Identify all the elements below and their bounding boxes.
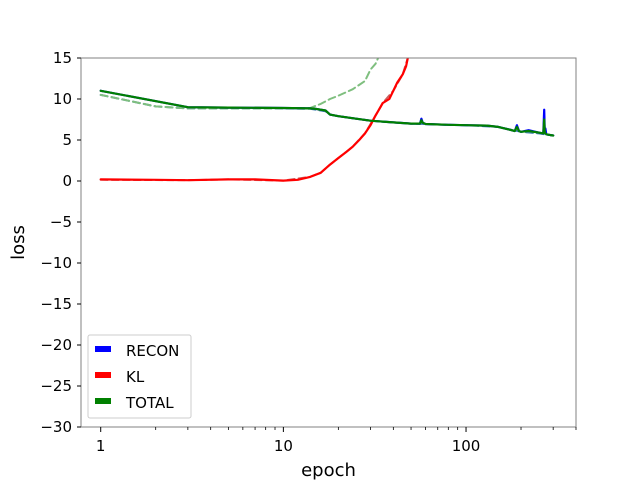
x-tick-label: 1 — [96, 437, 106, 455]
legend-label-kl: KL — [126, 368, 145, 386]
ticks-layer: 15 10 5 0 −5 −10 −15 −20 −25 −30 1 10 100 — [40, 49, 577, 455]
y-tick-label: 15 — [53, 49, 72, 67]
legend-swatch-recon — [95, 346, 111, 352]
series-line-dashed-5 — [99, 58, 380, 110]
y-tick-label: −25 — [40, 377, 72, 395]
plot-frame — [80, 57, 577, 428]
legend-swatch-kl — [95, 372, 111, 378]
legend-label-recon: RECON — [126, 342, 179, 360]
y-tick-label: 5 — [62, 131, 72, 149]
x-tick-label: 100 — [452, 437, 481, 455]
series-line-kl — [99, 58, 409, 182]
legend: RECON KL TOTAL — [87, 334, 192, 419]
series-line-total — [99, 89, 555, 137]
series-layer — [99, 58, 555, 182]
y-tick-label: −15 — [40, 295, 72, 313]
y-tick-label: 0 — [62, 172, 72, 190]
y-tick-label: −30 — [40, 418, 72, 436]
y-tick-label: −5 — [50, 213, 72, 231]
x-tick-label: 10 — [274, 437, 293, 455]
y-tick-label: −20 — [40, 336, 72, 354]
y-tick-label: −10 — [40, 254, 72, 272]
x-axis-label: epoch — [301, 460, 356, 480]
y-tick-label: 10 — [53, 90, 72, 108]
legend-box — [87, 334, 192, 419]
legend-swatch-total — [95, 398, 111, 404]
legend-label-total: TOTAL — [125, 394, 174, 412]
y-axis-label: loss — [8, 225, 29, 260]
